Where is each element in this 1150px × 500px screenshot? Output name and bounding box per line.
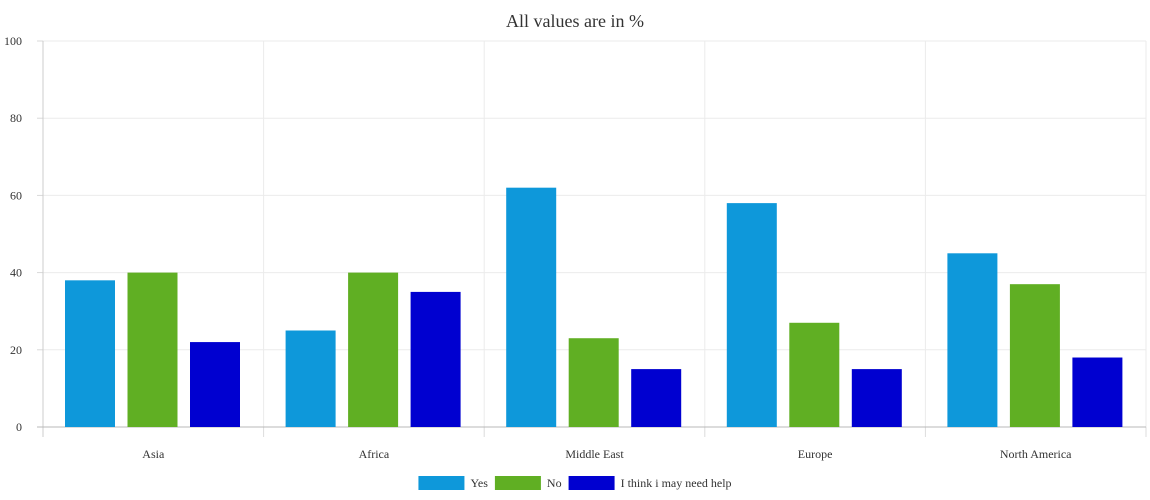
y-tick-label: 100 bbox=[4, 34, 22, 48]
y-tick-label: 0 bbox=[16, 420, 22, 434]
legend-label-2: I think i may need help bbox=[621, 476, 732, 490]
x-tick-label: Middle East bbox=[565, 447, 624, 461]
bar-4-0 bbox=[947, 253, 998, 427]
bar-0-0 bbox=[65, 280, 115, 427]
bar-4-2 bbox=[1072, 357, 1123, 427]
bar-3-0 bbox=[726, 203, 777, 427]
chart-title: All values are in % bbox=[506, 11, 644, 31]
x-tick-label: Asia bbox=[142, 447, 165, 461]
legend-swatch-2 bbox=[568, 476, 615, 490]
y-tick-label: 80 bbox=[10, 111, 22, 125]
bar-3-2 bbox=[851, 369, 902, 427]
legend-swatch-1 bbox=[494, 476, 541, 490]
y-tick-label: 40 bbox=[10, 266, 22, 280]
bar-0-2 bbox=[190, 342, 240, 427]
bar-4-1 bbox=[1009, 284, 1060, 427]
bar-2-2 bbox=[631, 369, 682, 427]
bar-0-1 bbox=[127, 272, 178, 427]
y-tick-label: 60 bbox=[10, 188, 22, 202]
bar-1-1 bbox=[348, 272, 399, 427]
legend-swatch-0 bbox=[418, 476, 465, 490]
bars bbox=[65, 187, 1123, 427]
x-tick-label: Europe bbox=[798, 447, 833, 461]
x-tick-label: Africa bbox=[359, 447, 390, 461]
bar-2-1 bbox=[568, 338, 619, 427]
bar-2-0 bbox=[506, 187, 557, 427]
legend-label-1: No bbox=[547, 476, 562, 490]
bar-1-0 bbox=[285, 330, 336, 427]
tick-labels: 0 20 40 60 80 100 Asia Africa Middle East Europe N… bbox=[4, 34, 1072, 461]
legend-label-0: Yes bbox=[470, 476, 488, 490]
y-tick-label: 20 bbox=[10, 343, 22, 357]
x-tick-label: North America bbox=[1000, 447, 1072, 461]
bar-3-1 bbox=[789, 322, 840, 427]
bar-1-2 bbox=[410, 291, 461, 427]
legend: Yes No I think i may need help bbox=[418, 476, 732, 490]
